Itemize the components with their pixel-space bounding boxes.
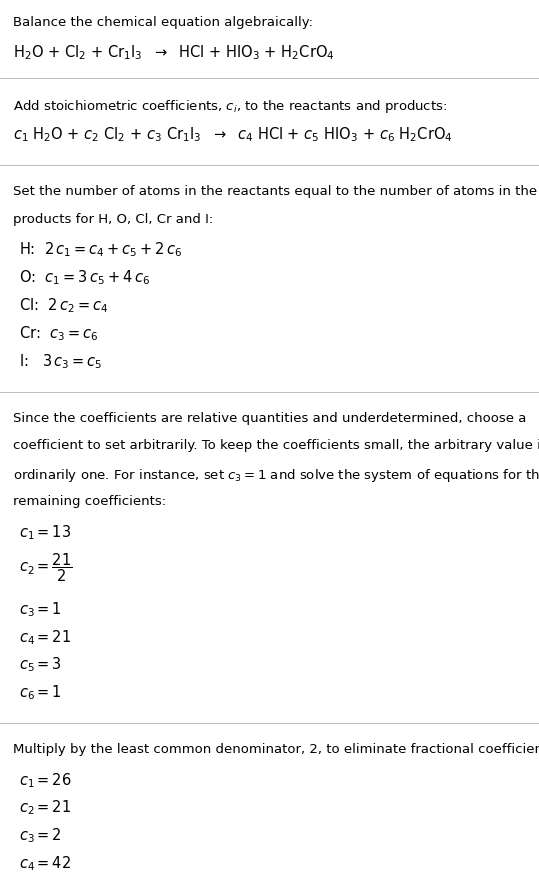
Text: H$_2$O + Cl$_2$ + Cr$_1$I$_3$  $\rightarrow$  HCl + HIO$_3$ + H$_2$CrO$_4$: H$_2$O + Cl$_2$ + Cr$_1$I$_3$ $\rightarr…: [13, 44, 335, 62]
Text: $c_4 = 21$: $c_4 = 21$: [19, 628, 71, 646]
Text: O:  $c_1 = 3\,c_5 + 4\,c_6$: O: $c_1 = 3\,c_5 + 4\,c_6$: [19, 269, 150, 287]
Text: $c_3 = 2$: $c_3 = 2$: [19, 827, 61, 845]
Text: $c_2 = 21$: $c_2 = 21$: [19, 799, 71, 817]
Text: $c_2 = \dfrac{21}{2}$: $c_2 = \dfrac{21}{2}$: [19, 551, 72, 583]
Text: $c_1 = 13$: $c_1 = 13$: [19, 523, 71, 542]
Text: Set the number of atoms in the reactants equal to the number of atoms in the: Set the number of atoms in the reactants…: [13, 185, 537, 198]
Text: $c_4 = 42$: $c_4 = 42$: [19, 855, 71, 872]
Text: $c_6 = 1$: $c_6 = 1$: [19, 684, 61, 702]
Text: Cl:  $2\,c_2 = c_4$: Cl: $2\,c_2 = c_4$: [19, 296, 108, 315]
Text: $c_5 = 3$: $c_5 = 3$: [19, 656, 62, 674]
Text: $c_1$ H$_2$O + $c_2$ Cl$_2$ + $c_3$ Cr$_1$I$_3$  $\rightarrow$  $c_4$ HCl + $c_5: $c_1$ H$_2$O + $c_2$ Cl$_2$ + $c_3$ Cr$_…: [13, 126, 453, 144]
Text: $c_1 = 26$: $c_1 = 26$: [19, 771, 72, 789]
Text: Since the coefficients are relative quantities and underdetermined, choose a: Since the coefficients are relative quan…: [13, 412, 527, 425]
Text: $c_3 = 1$: $c_3 = 1$: [19, 600, 61, 618]
Text: coefficient to set arbitrarily. To keep the coefficients small, the arbitrary va: coefficient to set arbitrarily. To keep …: [13, 439, 539, 453]
Text: products for H, O, Cl, Cr and I:: products for H, O, Cl, Cr and I:: [13, 213, 214, 226]
Text: Cr:  $c_3 = c_6$: Cr: $c_3 = c_6$: [19, 324, 98, 343]
Text: remaining coefficients:: remaining coefficients:: [13, 495, 167, 508]
Text: Add stoichiometric coefficients, $c_i$, to the reactants and products:: Add stoichiometric coefficients, $c_i$, …: [13, 98, 448, 114]
Text: I:   $3\,c_3 = c_5$: I: $3\,c_3 = c_5$: [19, 352, 102, 371]
Text: H:  $2\,c_1 = c_4 + c_5 + 2\,c_6$: H: $2\,c_1 = c_4 + c_5 + 2\,c_6$: [19, 241, 182, 259]
Text: Balance the chemical equation algebraically:: Balance the chemical equation algebraica…: [13, 16, 314, 29]
Text: Multiply by the least common denominator, 2, to eliminate fractional coefficient: Multiply by the least common denominator…: [13, 743, 539, 756]
Text: ordinarily one. For instance, set $c_3 = 1$ and solve the system of equations fo: ordinarily one. For instance, set $c_3 =…: [13, 467, 539, 484]
